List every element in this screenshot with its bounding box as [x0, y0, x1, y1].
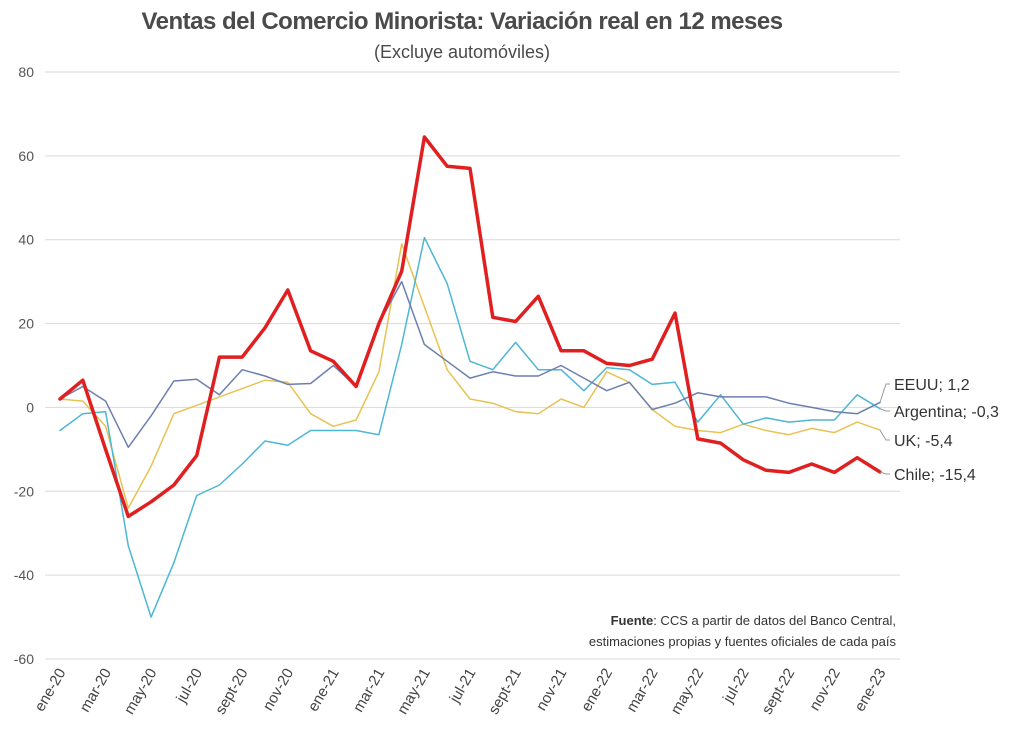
- leader-line: [879, 383, 890, 403]
- source-line-1: : CCS a partir de datos del Banco Centra…: [653, 613, 896, 628]
- series-lines: [58, 135, 882, 618]
- x-tick-label: jul-20: [173, 666, 207, 707]
- x-tick-label: may-20: [121, 666, 161, 718]
- end-label-argentina: Argentina; -0,3: [894, 404, 999, 421]
- grid-lines: [45, 71, 900, 660]
- end-label-uk: UK; -5,4: [894, 433, 953, 450]
- end-label-eeuu: EEUU; 1,2: [894, 377, 970, 394]
- end-label-chile: Chile; -15,4: [894, 467, 976, 484]
- source-note: Fuente: CCS a partir de datos del Banco …: [589, 610, 896, 652]
- y-tick-label: 0: [26, 399, 34, 415]
- x-tick-label: mar-21: [350, 666, 388, 716]
- y-tick-label: -40: [14, 567, 34, 583]
- y-tick-label: 40: [18, 232, 34, 248]
- series-line-chile: [58, 135, 882, 519]
- x-tick-label: mar-22: [623, 666, 661, 716]
- y-tick-label: 20: [18, 316, 34, 332]
- x-tick-label: sept-22: [759, 666, 799, 718]
- end-labels: EEUU; 1,2 Argentina; -0,3 UK; -5,4 Chile; -…: [879, 377, 999, 484]
- x-tick-label: mar-20: [77, 666, 115, 716]
- x-axis-ticks: ene-20 mar-20 may-20 jul-20 sept-20 nov-20 ene…: [31, 666, 889, 718]
- x-tick-label: ene-22: [578, 666, 616, 715]
- y-tick-label: 80: [18, 64, 34, 80]
- x-tick-label: jul-22: [719, 666, 753, 707]
- x-tick-label: sept-20: [212, 666, 252, 718]
- x-tick-label: ene-20: [31, 666, 69, 715]
- chart-title: Ventas del Comercio Minorista: Variación…: [141, 8, 783, 35]
- y-tick-label: 60: [18, 148, 34, 164]
- series-line-eeuu: [59, 280, 881, 449]
- leader-line: [879, 471, 890, 475]
- x-tick-label: ene-23: [851, 666, 889, 715]
- x-tick-label: nov-20: [260, 666, 298, 714]
- x-tick-label: nov-22: [806, 666, 844, 714]
- y-tick-label: -60: [14, 651, 34, 667]
- series-line-argentina: [59, 236, 881, 618]
- chart-subtitle: (Excluye automóviles): [373, 42, 551, 62]
- leader-line: [879, 429, 890, 441]
- x-tick-label: may-22: [668, 666, 708, 718]
- leader-line: [879, 408, 890, 412]
- y-tick-label: -20: [14, 483, 34, 499]
- x-tick-label: may-21: [394, 666, 434, 718]
- source-label: Fuente: [610, 613, 654, 628]
- source-line-2: estimaciones propias y fuentes oficiales…: [588, 634, 896, 649]
- x-tick-label: sept-21: [485, 666, 525, 718]
- x-tick-label: nov-21: [533, 666, 571, 714]
- x-tick-label: jul-21: [446, 666, 480, 707]
- series-line-uk: [59, 243, 881, 509]
- y-axis-ticks: -60 -40 -20 0 20 40 60 80: [14, 64, 34, 667]
- x-tick-label: ene-21: [305, 666, 343, 715]
